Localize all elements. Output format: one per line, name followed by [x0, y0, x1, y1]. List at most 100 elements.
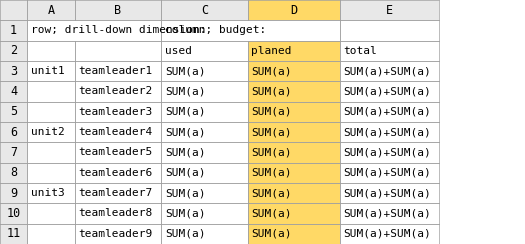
Text: SUM(a): SUM(a) [165, 229, 205, 239]
Bar [75, 203, 161, 224]
Text: D: D [290, 4, 297, 17]
Text: SUM(a)+SUM(a): SUM(a)+SUM(a) [343, 229, 431, 239]
Text: SUM(a)+SUM(a): SUM(a)+SUM(a) [343, 86, 431, 96]
Bar [0, 203, 27, 224]
Bar [161, 102, 248, 122]
Text: used: used [165, 46, 192, 56]
Text: SUM(a): SUM(a) [251, 86, 292, 96]
Text: unit2: unit2 [31, 127, 65, 137]
Text: 7: 7 [10, 146, 17, 159]
Bar [161, 20, 340, 41]
Text: SUM(a)+SUM(a): SUM(a)+SUM(a) [343, 188, 431, 198]
Bar [161, 163, 248, 183]
Text: SUM(a): SUM(a) [165, 168, 205, 178]
Text: SUM(a): SUM(a) [251, 229, 292, 239]
Text: teamleader2: teamleader2 [78, 86, 152, 96]
Text: teamleader8: teamleader8 [78, 208, 152, 218]
Text: 10: 10 [6, 207, 21, 220]
Bar [340, 224, 439, 244]
Bar [161, 142, 248, 163]
Bar [75, 142, 161, 163]
Bar [27, 183, 75, 203]
Text: teamleader5: teamleader5 [78, 147, 152, 157]
Bar [0, 81, 27, 102]
Text: 3: 3 [10, 65, 17, 78]
Bar [0, 183, 27, 203]
Bar [27, 0, 75, 20]
Text: teamleader1: teamleader1 [78, 66, 152, 76]
Bar [248, 142, 340, 163]
Text: SUM(a): SUM(a) [165, 127, 205, 137]
Text: planed: planed [251, 46, 292, 56]
Bar [248, 102, 340, 122]
Bar [27, 122, 75, 142]
Bar [340, 122, 439, 142]
Bar [75, 163, 161, 183]
Text: SUM(a): SUM(a) [165, 188, 205, 198]
Text: teamleader9: teamleader9 [78, 229, 152, 239]
Bar [161, 41, 248, 61]
Bar [0, 142, 27, 163]
Bar [161, 0, 248, 20]
Bar [75, 102, 161, 122]
Text: SUM(a): SUM(a) [165, 147, 205, 157]
Text: SUM(a): SUM(a) [165, 107, 205, 117]
Bar [0, 163, 27, 183]
Text: B: B [114, 4, 121, 17]
Bar [27, 142, 75, 163]
Text: SUM(a): SUM(a) [251, 147, 292, 157]
Text: SUM(a): SUM(a) [251, 208, 292, 218]
Bar [248, 163, 340, 183]
Bar [161, 183, 248, 203]
Text: SUM(a)+SUM(a): SUM(a)+SUM(a) [343, 127, 431, 137]
Bar [161, 122, 248, 142]
Text: SUM(a): SUM(a) [165, 66, 205, 76]
Bar [340, 0, 439, 20]
Bar [75, 122, 161, 142]
Text: E: E [386, 4, 393, 17]
Text: 4: 4 [10, 85, 17, 98]
Bar [0, 122, 27, 142]
Bar [0, 102, 27, 122]
Text: teamleader4: teamleader4 [78, 127, 152, 137]
Text: SUM(a)+SUM(a): SUM(a)+SUM(a) [343, 208, 431, 218]
Bar [340, 203, 439, 224]
Text: A: A [47, 4, 55, 17]
Bar [248, 41, 340, 61]
Text: SUM(a)+SUM(a): SUM(a)+SUM(a) [343, 168, 431, 178]
Bar [0, 0, 27, 20]
Bar [340, 163, 439, 183]
Bar [340, 20, 439, 41]
Bar [27, 81, 75, 102]
Text: SUM(a): SUM(a) [251, 66, 292, 76]
Text: teamleader3: teamleader3 [78, 107, 152, 117]
Text: SUM(a): SUM(a) [251, 168, 292, 178]
Bar [27, 41, 75, 61]
Bar [248, 203, 340, 224]
Bar [27, 102, 75, 122]
Bar [0, 224, 27, 244]
Bar [248, 81, 340, 102]
Bar [340, 142, 439, 163]
Text: 11: 11 [6, 227, 21, 240]
Text: 9: 9 [10, 187, 17, 200]
Bar [248, 122, 340, 142]
Text: SUM(a)+SUM(a): SUM(a)+SUM(a) [343, 107, 431, 117]
Bar [27, 224, 75, 244]
Bar [75, 41, 161, 61]
Bar [340, 61, 439, 81]
Text: 1: 1 [10, 24, 17, 37]
Bar [75, 61, 161, 81]
Bar [248, 183, 340, 203]
Text: teamleader6: teamleader6 [78, 168, 152, 178]
Bar [75, 183, 161, 203]
Bar [75, 81, 161, 102]
Text: SUM(a): SUM(a) [165, 86, 205, 96]
Text: total: total [343, 46, 377, 56]
Bar [0, 20, 27, 41]
Text: SUM(a)+SUM(a): SUM(a)+SUM(a) [343, 66, 431, 76]
Bar [340, 81, 439, 102]
Bar [27, 203, 75, 224]
Bar [248, 224, 340, 244]
Text: column; budget:: column; budget: [165, 25, 266, 35]
